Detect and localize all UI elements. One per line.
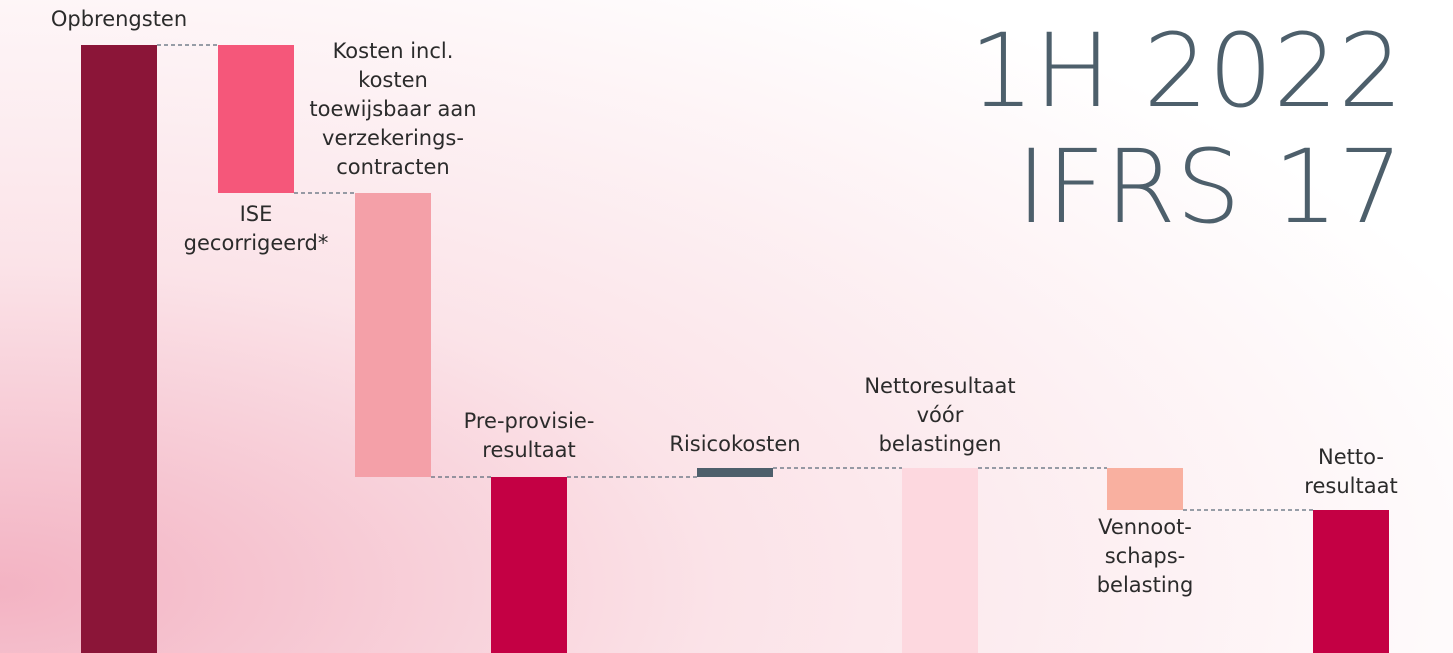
title-line: 1H 2022: [969, 12, 1403, 131]
bar: [902, 468, 978, 653]
bar: [1313, 510, 1389, 653]
category-label: resultaat: [482, 438, 575, 462]
category-label: belasting: [1097, 573, 1194, 597]
bar: [355, 193, 431, 477]
category-label: schaps-: [1105, 544, 1186, 568]
bar: [218, 45, 294, 193]
category-label: Pre-provisie-: [464, 409, 595, 433]
plot: Opbrengsten ISE gecorrigeerd* Kosten incl. k…: [51, 7, 1398, 653]
category-label: ISE: [240, 202, 273, 226]
bar: [491, 477, 567, 653]
bar: [81, 45, 157, 653]
bar: [697, 468, 773, 477]
category-label: contracten: [336, 155, 449, 179]
category-label: Kosten incl.: [333, 39, 454, 63]
category-label: Risicokosten: [669, 432, 800, 456]
category-label: verzekerings-: [322, 126, 464, 150]
category-label: Nettoresultaat: [864, 374, 1015, 398]
category-label: kosten: [358, 68, 428, 92]
category-label: Opbrengsten: [51, 7, 187, 31]
category-label: Netto-: [1318, 445, 1384, 469]
title-line: IFRS 17: [1016, 128, 1403, 247]
category-label: Vennoot-: [1098, 515, 1192, 539]
category-label: belastingen: [879, 432, 1002, 456]
category-label: toewijsbaar aan: [309, 97, 476, 121]
category-label: vóór: [917, 403, 964, 427]
bar: [1107, 468, 1183, 510]
category-label: resultaat: [1304, 474, 1397, 498]
category-label: gecorrigeerd*: [184, 231, 329, 255]
